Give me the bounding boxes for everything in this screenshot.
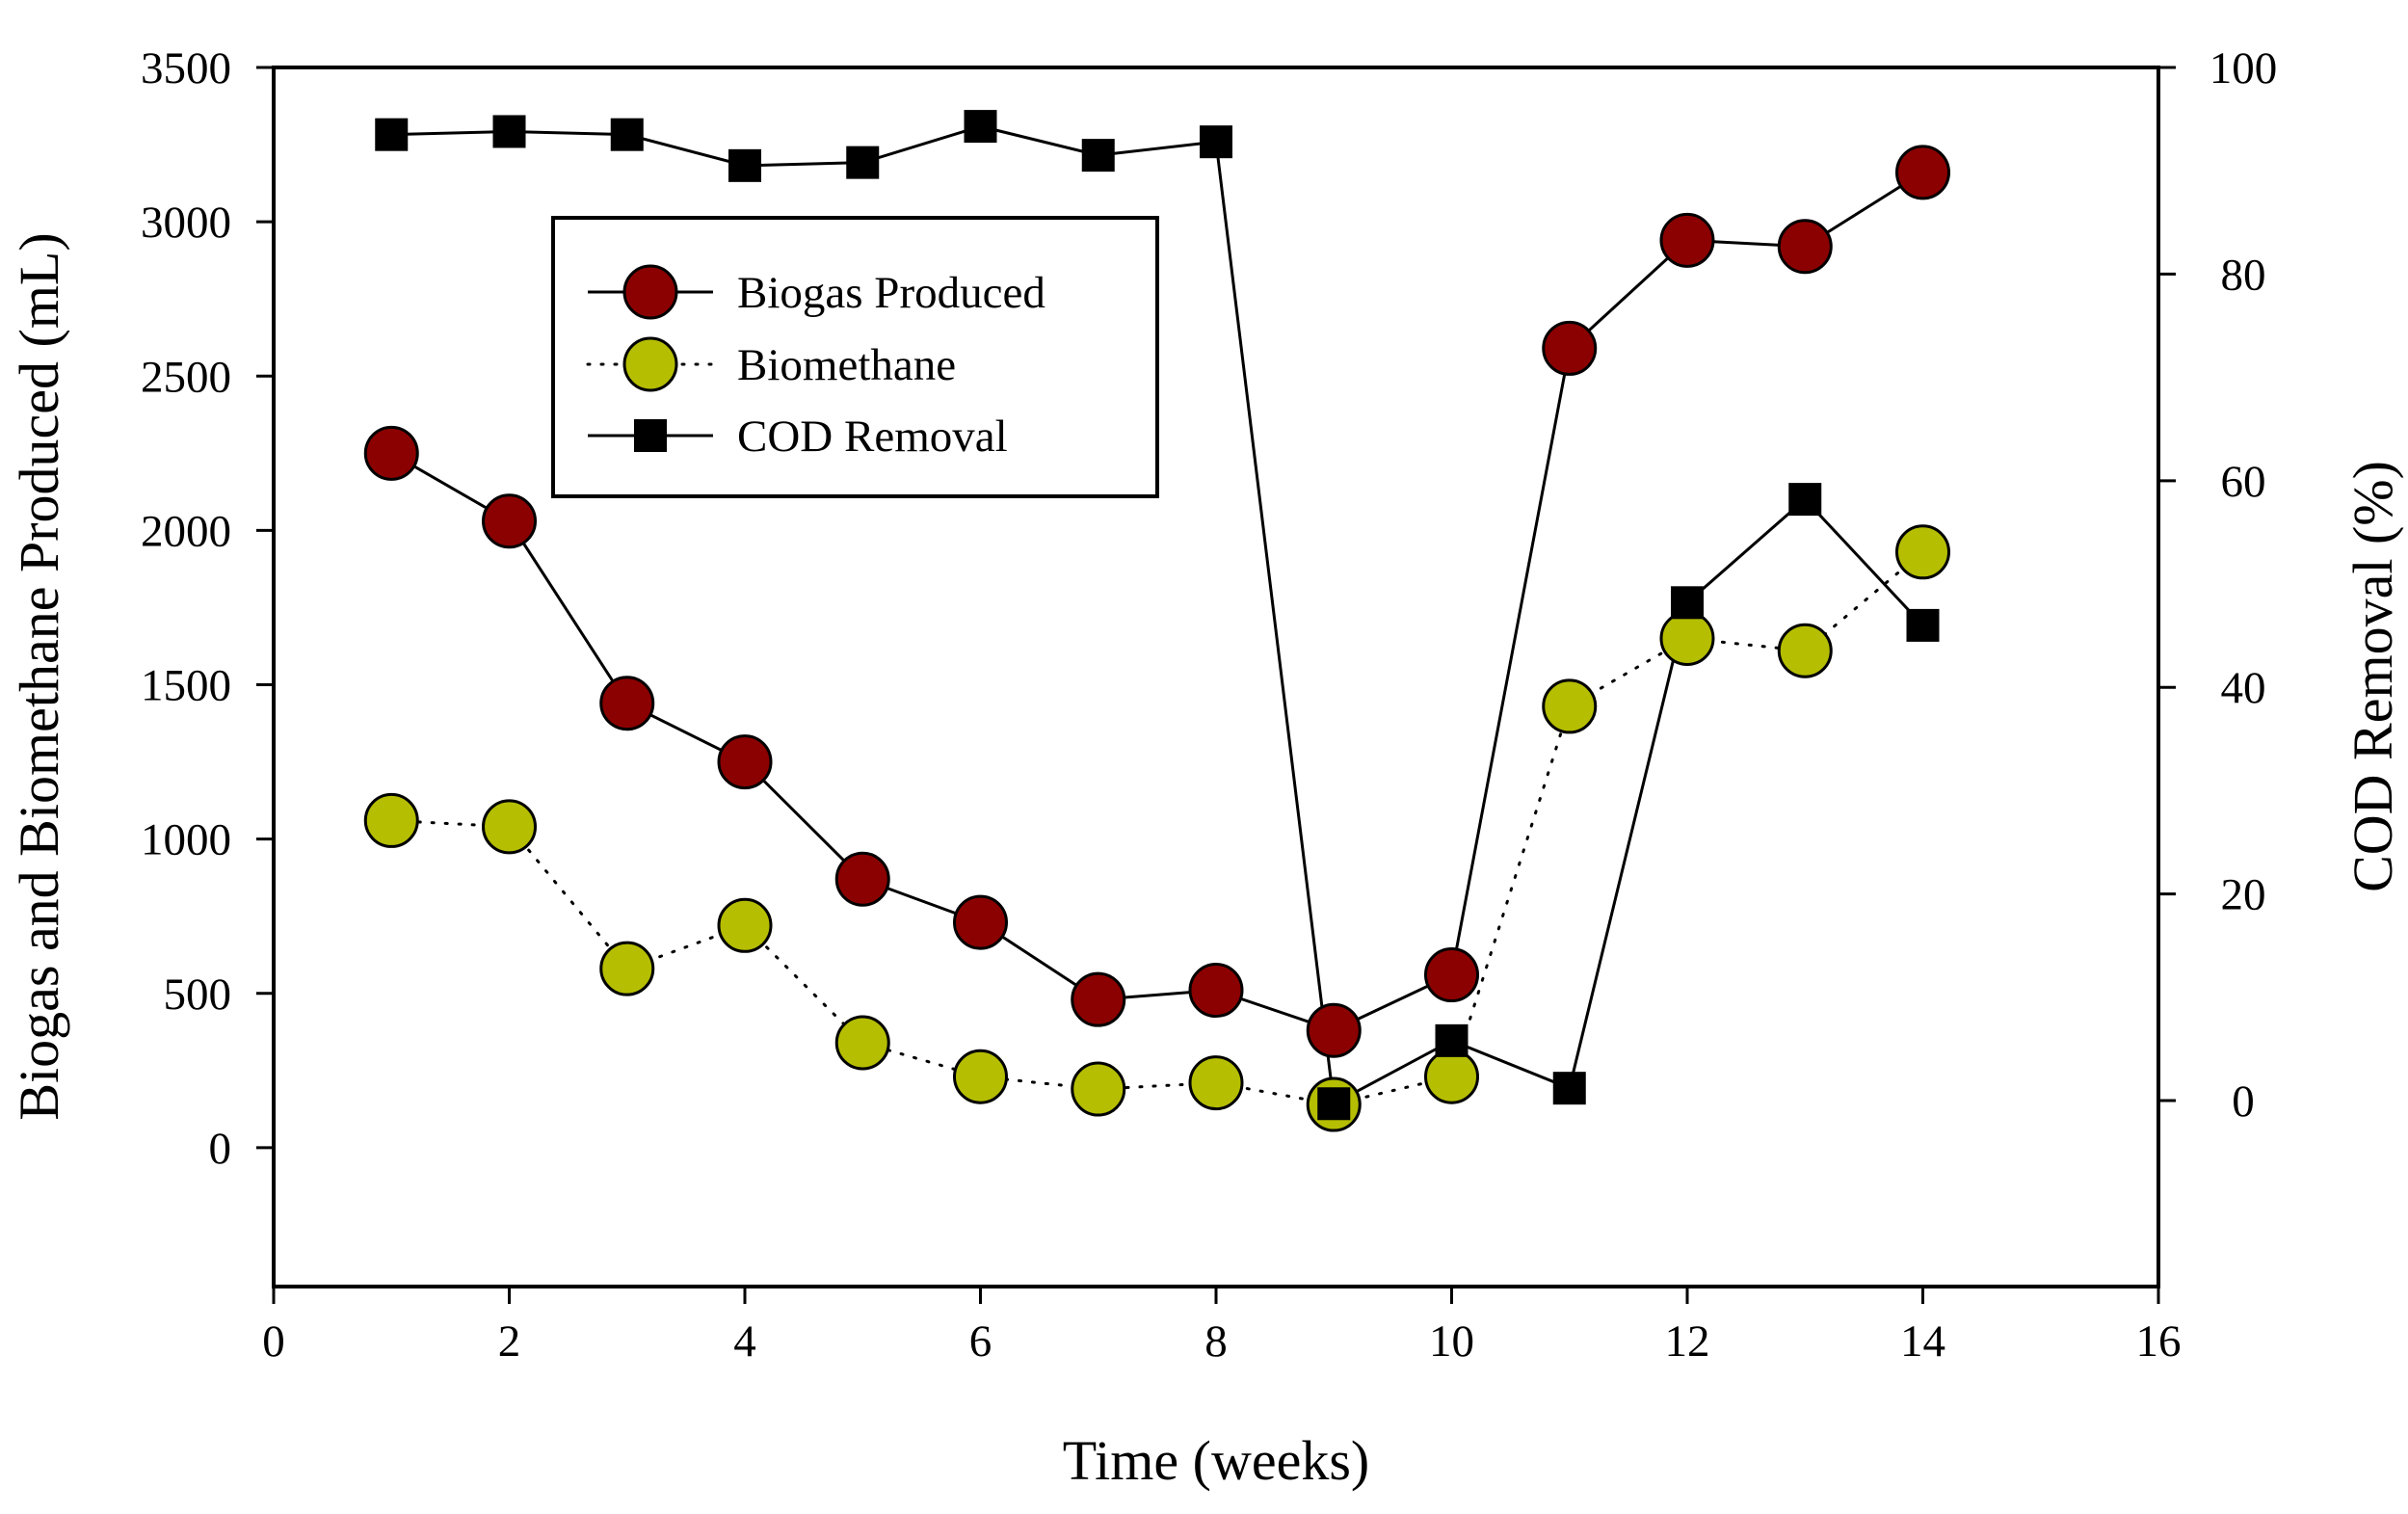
cod-removal-point	[1435, 1023, 1469, 1057]
x-tick-label: 10	[1429, 1316, 1474, 1367]
x-tick-label: 12	[1665, 1316, 1710, 1367]
biomethane-point	[1424, 1049, 1479, 1104]
x-tick-label: 4	[733, 1316, 756, 1367]
biogas-produced-point	[1659, 212, 1715, 268]
biogas-produced-point	[1424, 947, 1479, 1003]
biogas-produced-point	[482, 493, 537, 549]
x-tick-label: 8	[1204, 1316, 1228, 1367]
biomethane-point	[1071, 1061, 1126, 1117]
y-tick-label: 3000	[141, 198, 231, 248]
biomethane-point	[834, 1015, 890, 1071]
biomethane-point	[953, 1049, 1008, 1104]
biogas-produced-point	[1542, 320, 1598, 376]
y-tick-label: 1000	[141, 815, 231, 865]
biogas-produced-point	[834, 851, 890, 907]
biomethane-point	[599, 941, 655, 996]
cod-removal-point	[610, 118, 644, 151]
x-tick-label: 0	[262, 1316, 285, 1367]
cod-removal-point	[1906, 608, 1940, 642]
legend-marker-biogas	[622, 264, 678, 320]
biomethane-point	[1777, 623, 1833, 678]
cod-removal-point	[1671, 586, 1704, 620]
biogas-produced-point	[1071, 971, 1126, 1027]
legend-item-cod: COD Removal	[588, 412, 1008, 462]
cod-removal-point	[1200, 125, 1232, 159]
y-axis-left: 0 500 1000 1500 2000 2500 3000 3500	[141, 43, 274, 1174]
y2-tick-label: 60	[2221, 457, 2266, 507]
x-tick-label: 16	[2136, 1316, 2182, 1367]
legend-marker-cod	[634, 419, 667, 452]
y-tick-label: 2500	[141, 352, 231, 402]
y2-tick-label: 80	[2221, 250, 2266, 300]
biogas-produced-point	[717, 734, 773, 790]
biomethane-point	[1659, 610, 1715, 666]
cod-removal-point	[375, 118, 409, 151]
legend-label-cod: COD Removal	[737, 412, 1008, 462]
biomethane-point	[363, 792, 419, 848]
biomethane-point	[482, 799, 537, 855]
biogas-produced-point	[1777, 219, 1833, 275]
y-tick-label: 500	[164, 969, 232, 1020]
y2-tick-label: 0	[2232, 1076, 2255, 1127]
biomethane-point	[1895, 524, 1950, 580]
cod-removal-point	[1317, 1087, 1351, 1121]
y-axis-right-title: COD Removal (%)	[2342, 461, 2404, 892]
biogas-produced-point	[953, 894, 1008, 950]
cod-removal-point	[1552, 1072, 1586, 1105]
legend: Biogas Produced Biomethane COD Removal	[551, 216, 1159, 498]
legend-label-biogas: Biogas Produced	[737, 268, 1045, 318]
y-tick-label: 0	[209, 1124, 232, 1174]
y-tick-label: 1500	[141, 661, 231, 711]
biomethane-point	[1542, 678, 1598, 734]
y-axis-right: 0 20 40 60 80 100	[2158, 43, 2277, 1127]
biogas-produced-point	[1895, 145, 1950, 200]
legend-item-biomethane: Biomethane	[586, 336, 956, 392]
x-tick-label: 6	[969, 1316, 992, 1367]
y-axis-left-title: Biogas and Biomethane Produced (mL)	[8, 232, 70, 1120]
biogas-produced-point	[363, 425, 419, 481]
biomethane-point	[717, 897, 773, 953]
x-tick-label: 14	[1900, 1316, 1945, 1367]
legend-item-biogas: Biogas Produced	[588, 264, 1045, 320]
cod-removal-line	[391, 124, 1924, 1106]
biogas-produced-point	[599, 676, 655, 731]
biogas-produced-point	[1188, 963, 1244, 1019]
x-axis: 0 2 4 6 8 10 12 14 16	[262, 1287, 2182, 1367]
cod-removal-point	[1081, 139, 1115, 173]
x-axis-title: Time (weeks)	[1063, 1429, 1369, 1492]
y2-tick-label: 100	[2210, 43, 2278, 93]
legend-label-biomethane: Biomethane	[737, 340, 956, 390]
y-tick-label: 3500	[141, 43, 231, 93]
cod-removal-point	[846, 146, 880, 179]
y-tick-label: 2000	[141, 506, 231, 556]
cod-removal-point	[1788, 483, 1822, 517]
legend-marker-biomethane	[622, 336, 678, 392]
x-tick-label: 2	[498, 1316, 521, 1367]
cod-removal-point	[728, 148, 761, 182]
y2-tick-label: 40	[2221, 663, 2266, 713]
y2-tick-label: 20	[2221, 870, 2266, 920]
biogas-produced-point	[1306, 1002, 1362, 1058]
cod-removal-point	[964, 110, 997, 144]
series-layer	[363, 110, 1950, 1132]
cod-removal-point	[492, 115, 526, 148]
biomethane-point	[1188, 1055, 1244, 1111]
